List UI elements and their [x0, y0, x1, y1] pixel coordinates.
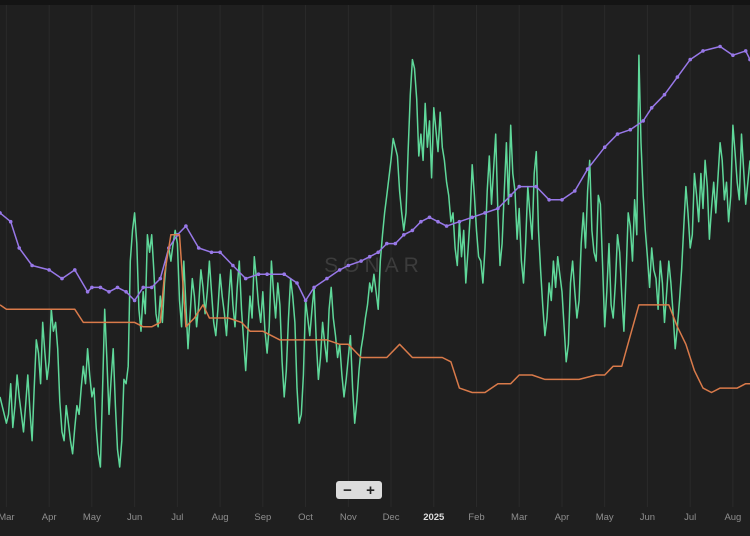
x-tick-label: Aug	[724, 512, 741, 523]
series-point-1	[385, 241, 389, 246]
x-tick-label: Oct	[298, 512, 313, 523]
series-point-1	[402, 233, 406, 237]
x-tick-label: Jul	[684, 512, 696, 523]
x-tick-label: May	[83, 512, 101, 523]
x-tick-label: May	[596, 512, 614, 523]
x-tick-label: Mar	[0, 512, 15, 523]
series-point-1	[47, 268, 51, 272]
series-point-1	[517, 184, 521, 189]
watermark: SONAR	[324, 254, 424, 277]
series-point-1	[218, 250, 222, 255]
series-point-1	[295, 281, 299, 285]
series-point-1	[312, 285, 316, 290]
series-point-1	[662, 92, 667, 97]
x-tick-label: Feb	[468, 512, 484, 523]
chart-grid	[5, 5, 734, 507]
series-point-1	[184, 224, 188, 228]
series-point-1	[649, 106, 654, 110]
series-point-1	[718, 44, 722, 49]
x-tick-label: Apr	[555, 512, 570, 523]
zoom-control: − +	[336, 481, 382, 499]
series-point-1	[534, 184, 539, 189]
series-point-1	[560, 198, 564, 202]
series-point-1	[209, 250, 214, 255]
series-line-0	[0, 54, 750, 468]
series-point-1	[427, 215, 432, 220]
series-point-1	[124, 290, 128, 294]
series-point-1	[470, 215, 475, 220]
series-point-1	[436, 219, 440, 224]
series-point-1	[585, 167, 590, 171]
series-point-1	[325, 276, 329, 281]
series-point-1	[701, 49, 705, 53]
series-point-1	[60, 276, 64, 281]
series-point-1	[337, 268, 342, 272]
x-tick-label: Jun	[127, 512, 142, 523]
series-point-1	[73, 268, 77, 272]
x-axis: Mar Apr May Jun Jul Aug Sep Oct Nov Dec 2025 Feb Mar…	[0, 512, 741, 523]
series-point-1	[410, 228, 415, 233]
zoom-out-button[interactable]: −	[343, 481, 352, 499]
series-point-1	[675, 75, 680, 79]
series-point-1	[457, 219, 462, 224]
series-point-1	[508, 193, 513, 198]
series-point-1	[615, 132, 620, 136]
series-point-1	[282, 272, 287, 277]
zoom-in-button[interactable]: +	[366, 481, 375, 499]
series-point-1	[196, 246, 201, 250]
series-point-1	[17, 246, 22, 250]
series-point-1	[444, 224, 449, 228]
series-point-1	[483, 211, 487, 215]
series-point-1	[256, 272, 261, 277]
series-point-1	[8, 219, 13, 224]
x-tick-label: Dec	[383, 512, 400, 523]
x-tick-label: 2025	[423, 512, 445, 523]
series-point-1	[376, 250, 381, 255]
x-tick-label: Apr	[42, 512, 57, 523]
x-tick-label: Aug	[212, 512, 229, 523]
series-point-1	[688, 57, 692, 62]
series-point-1	[231, 263, 235, 268]
series-point-1	[90, 285, 94, 290]
series-point-1	[641, 119, 645, 123]
series-point-1	[98, 285, 103, 290]
series-point-1	[141, 285, 145, 290]
series-point-1	[265, 272, 269, 277]
series-point-1	[573, 189, 577, 193]
x-tick-label: Jun	[640, 512, 655, 523]
series-point-1	[107, 290, 111, 294]
series-point-1	[731, 53, 735, 57]
series-point-1	[367, 254, 372, 259]
series-point-1	[243, 276, 248, 281]
series-point-1	[85, 290, 90, 294]
series-point-1	[346, 263, 351, 268]
series-point-1	[303, 298, 308, 303]
series-point-1	[0, 211, 2, 215]
x-tick-label: Mar	[511, 512, 527, 523]
chart-series	[0, 44, 750, 468]
series-point-1	[393, 241, 398, 246]
series-point-1	[132, 298, 137, 303]
top-bar	[0, 0, 750, 5]
series-point-1	[115, 285, 120, 290]
x-tick-label: Nov	[340, 512, 357, 523]
series-point-1	[158, 276, 163, 281]
series-point-1	[496, 206, 500, 211]
series-line-2	[0, 234, 750, 394]
series-point-1	[359, 259, 363, 263]
series-point-1	[149, 285, 154, 290]
series-point-1	[602, 145, 607, 149]
series-point-1	[743, 49, 748, 53]
series-point-1	[547, 198, 551, 202]
series-point-1	[419, 219, 423, 224]
x-tick-label: Sep	[254, 512, 271, 523]
series-point-1	[30, 263, 34, 268]
series-point-1	[628, 127, 633, 132]
x-tick-label: Jul	[171, 512, 183, 523]
